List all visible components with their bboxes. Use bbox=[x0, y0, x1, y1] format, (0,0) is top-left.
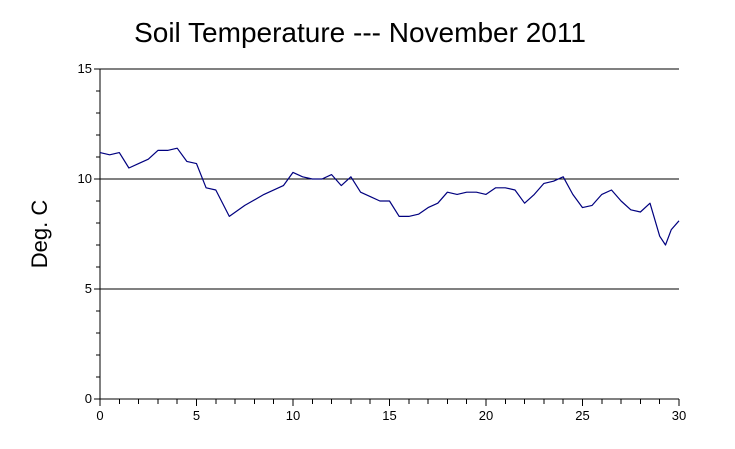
y-tick-label-15: 15 bbox=[78, 61, 92, 76]
y-tick-label-0: 0 bbox=[85, 391, 92, 406]
series-line-0 bbox=[99, 147, 680, 246]
series-layer bbox=[99, 147, 680, 246]
y-tick-label-5: 5 bbox=[85, 281, 92, 296]
y-tick-label-10: 10 bbox=[78, 171, 92, 186]
x-tick-label-10: 10 bbox=[286, 408, 300, 423]
x-tick-label-25: 25 bbox=[575, 408, 589, 423]
x-tick-label-15: 15 bbox=[382, 408, 396, 423]
x-tick-label-30: 30 bbox=[672, 408, 686, 423]
x-tick-label-0: 0 bbox=[96, 408, 103, 423]
y-axis-label: Deg. C bbox=[27, 200, 52, 269]
tick-labels: 0 5 10 15 0 5 10 15 20 25 30 bbox=[78, 61, 687, 423]
x-tick-label-20: 20 bbox=[479, 408, 493, 423]
x-tick-label-5: 5 bbox=[193, 408, 200, 423]
gridlines bbox=[100, 68, 679, 290]
axes bbox=[99, 69, 679, 400]
tick-marks bbox=[94, 68, 680, 406]
chart-title: Soil Temperature --- November 2011 bbox=[134, 17, 586, 48]
